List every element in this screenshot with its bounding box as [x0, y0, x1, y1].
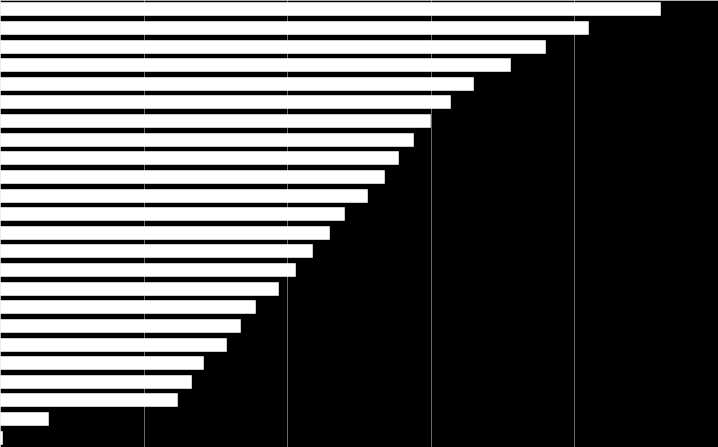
Bar — [0, 189, 368, 202]
Bar — [0, 2, 661, 16]
Bar — [0, 282, 279, 295]
Bar — [0, 114, 431, 128]
Bar — [0, 152, 399, 165]
Bar — [0, 337, 227, 351]
Bar — [0, 96, 451, 110]
Bar — [0, 375, 192, 389]
Bar — [0, 356, 204, 370]
Bar — [0, 245, 313, 258]
Bar — [0, 263, 296, 277]
Bar — [0, 300, 256, 314]
Bar — [0, 226, 330, 240]
Bar — [0, 412, 49, 426]
Bar — [0, 431, 3, 445]
Bar — [0, 58, 511, 72]
Bar — [0, 40, 546, 54]
Bar — [0, 133, 414, 147]
Bar — [0, 207, 345, 221]
Bar — [0, 393, 178, 407]
Bar — [0, 77, 474, 91]
Bar — [0, 170, 385, 184]
Bar — [0, 319, 241, 333]
Bar — [0, 21, 589, 35]
